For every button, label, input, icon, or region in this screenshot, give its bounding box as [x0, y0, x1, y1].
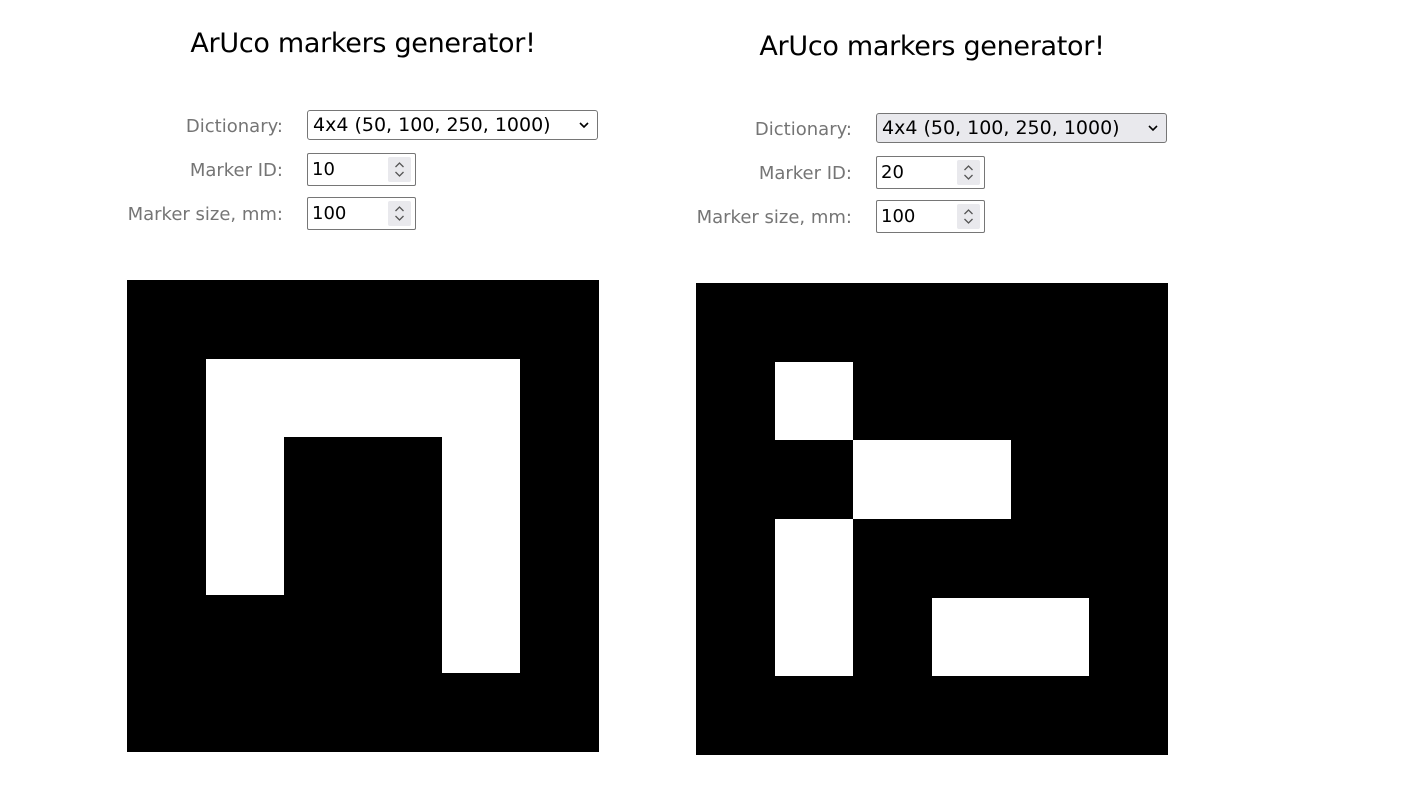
- marker-white-cell: [853, 440, 932, 519]
- marker-white-cell: [775, 362, 853, 440]
- marker-size-input[interactable]: 100: [876, 200, 985, 233]
- chevron-down-icon: [579, 122, 589, 129]
- marker-id-input[interactable]: 20: [876, 156, 985, 189]
- marker-id-input[interactable]: 10: [307, 153, 416, 186]
- marker-size-value: 100: [312, 203, 347, 224]
- marker-id-label: Marker ID:: [758, 163, 852, 184]
- marker-white-cell: [775, 598, 853, 676]
- marker-size-input[interactable]: 100: [307, 197, 416, 230]
- marker-white-cell: [1011, 598, 1089, 676]
- spinner-arrows-icon[interactable]: [388, 201, 411, 226]
- page-title: ArUco markers generator!: [190, 28, 536, 59]
- marker-white-cell: [206, 437, 284, 516]
- marker-size-label: Marker size, mm:: [127, 204, 283, 225]
- marker-white-cell: [206, 516, 284, 595]
- page-title: ArUco markers generator!: [759, 31, 1105, 62]
- marker-white-cell: [284, 359, 363, 437]
- marker-size-value: 100: [881, 206, 916, 227]
- spinner-arrows-icon[interactable]: [957, 204, 980, 229]
- aruco-marker: [127, 280, 599, 752]
- dictionary-label: Dictionary:: [754, 119, 852, 140]
- dictionary-label: Dictionary:: [185, 116, 283, 137]
- dictionary-select[interactable]: 4x4 (50, 100, 250, 1000): [307, 110, 598, 140]
- marker-white-cell: [442, 359, 520, 437]
- aruco-marker: [696, 283, 1168, 755]
- spinner-arrows-icon[interactable]: [957, 160, 980, 185]
- marker-white-cell: [932, 440, 1011, 519]
- marker-id-value: 10: [312, 159, 335, 180]
- marker-white-cell: [932, 598, 1011, 676]
- marker-white-cell: [442, 437, 520, 516]
- dictionary-select-value: 4x4 (50, 100, 250, 1000): [882, 117, 1120, 139]
- marker-id-value: 20: [881, 162, 904, 183]
- marker-size-label: Marker size, mm:: [696, 207, 852, 228]
- marker-white-cell: [442, 516, 520, 595]
- marker-white-cell: [206, 359, 284, 437]
- chevron-down-icon: [1148, 125, 1158, 132]
- marker-white-cell: [442, 595, 520, 673]
- dictionary-select[interactable]: 4x4 (50, 100, 250, 1000): [876, 113, 1167, 143]
- dictionary-select-value: 4x4 (50, 100, 250, 1000): [313, 114, 551, 136]
- marker-white-cell: [775, 519, 853, 598]
- marker-white-cell: [363, 359, 442, 437]
- spinner-arrows-icon[interactable]: [388, 157, 411, 182]
- marker-id-label: Marker ID:: [189, 160, 283, 181]
